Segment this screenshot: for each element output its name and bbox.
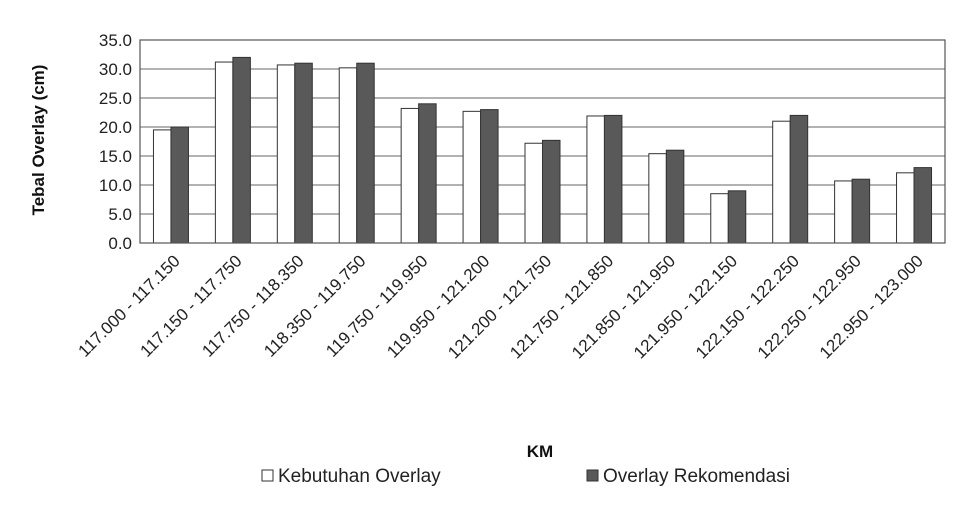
bar-kebutuhan	[462, 110, 482, 244]
bar-kebutuhan	[896, 172, 915, 244]
legend-label: Overlay Rekomendasi	[603, 466, 790, 487]
bar-kebutuhan	[524, 142, 543, 244]
x-category-label: 121.750 - 121.850	[506, 251, 617, 362]
x-axis-title: KM	[527, 442, 553, 461]
x-category-label: 117.000 - 117.150	[75, 251, 184, 360]
bar-kebutuhan	[586, 115, 605, 244]
x-category-label: 122.150 - 122.250	[692, 251, 803, 362]
bar-rekomendasi	[665, 149, 685, 244]
y-tick-label: 20.0	[99, 118, 132, 137]
bar-rekomendasi	[418, 103, 437, 244]
x-category-label: 119.950 - 121.200	[383, 251, 493, 361]
bar-rekomendasi	[789, 114, 809, 244]
bar-rekomendasi	[603, 114, 623, 244]
bar-kebutuhan	[648, 153, 667, 244]
bar-rekomendasi	[232, 56, 251, 244]
bar-kebutuhan	[710, 193, 729, 244]
y-tick-label: 0.0	[108, 234, 132, 253]
y-tick-label: 15.0	[99, 147, 132, 166]
y-tick-label: 5.0	[108, 205, 132, 224]
x-category-label: 121.950 - 122.150	[630, 251, 741, 362]
bars	[152, 56, 933, 244]
y-tick-label: 10.0	[99, 176, 132, 195]
y-tick-label: 25.0	[99, 89, 132, 108]
bar-kebutuhan	[214, 61, 234, 244]
legend-swatch	[261, 469, 274, 482]
bar-rekomendasi	[480, 109, 499, 244]
bar-kebutuhan	[400, 107, 420, 244]
bar-rekomendasi	[170, 126, 189, 244]
bar-kebutuhan	[772, 120, 791, 244]
bar-rekomendasi	[851, 178, 871, 244]
x-category-label: 122.250 - 122.950	[754, 251, 865, 362]
bar-rekomendasi	[913, 167, 933, 244]
x-category-label: 121.200 - 121.750	[444, 251, 555, 362]
y-tick-label: 30.0	[99, 60, 132, 79]
legend-label: Kebutuhan Overlay	[278, 466, 441, 487]
bar-kebutuhan	[338, 67, 358, 244]
plot-frame	[139, 39, 946, 244]
x-category-label: 122.950 - 123.000	[816, 251, 927, 362]
legend-swatch	[586, 469, 599, 482]
bar-kebutuhan	[834, 180, 853, 244]
bar-rekomendasi	[356, 62, 375, 244]
bar-kebutuhan	[152, 129, 172, 244]
legend: Kebutuhan Overlay Overlay Rekomendasi	[261, 466, 790, 487]
y-axis-ticks: 0.0 5.0 10.0 15.0 20.0 25.0 30.0 35.0	[99, 31, 132, 253]
y-axis-title: Tebal Overlay (cm)	[29, 65, 48, 216]
bar-rekomendasi	[542, 139, 561, 244]
y-tick-label: 35.0	[99, 31, 132, 50]
bar-rekomendasi	[727, 190, 747, 244]
x-category-label: 121.850 - 121.950	[568, 251, 679, 362]
bar-kebutuhan	[276, 64, 296, 244]
bar-rekomendasi	[294, 62, 313, 244]
